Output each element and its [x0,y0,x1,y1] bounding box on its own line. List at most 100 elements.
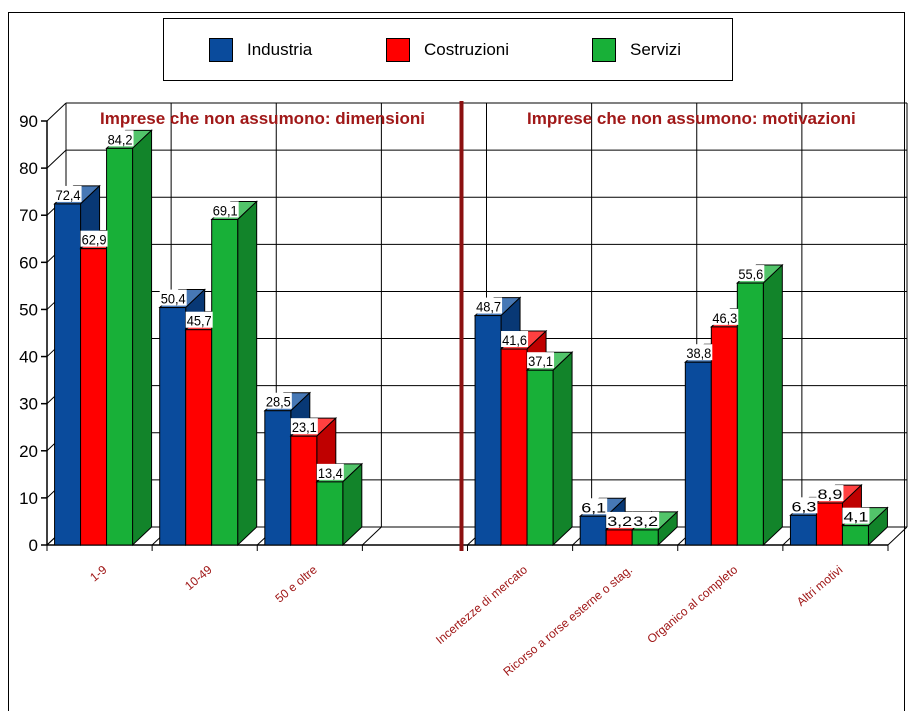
legend-swatch-industria [209,38,233,62]
data-label-servizi-6: 3,2 [632,511,660,529]
y-tick-label: 40 [19,348,38,367]
data-label-servizi-8: 4,1 [842,507,870,525]
data-label-costruzioni-5: 41,6 [501,331,529,348]
data-label-servizi-5: 37,1 [527,352,555,369]
data-label-industria-8: 6,3 [790,497,818,514]
data-label-text: 84,2 [108,131,133,147]
legend-swatch-costruzioni [386,38,410,62]
bar-front-face [789,514,817,546]
data-label-text: 72,4 [56,187,81,203]
bar-front-face [605,529,633,546]
bar-front-face [474,315,502,546]
data-label-box [711,308,739,325]
data-label-box [185,311,213,328]
data-label-box [842,507,870,524]
section-title-motivations: Imprese che non assumono: motivazioni [527,109,856,128]
data-label-text: 23,1 [292,419,317,435]
data-label-box [54,185,82,202]
data-label-text: 69,1 [213,202,238,218]
y-tick-label: 10 [19,489,38,508]
chart-frame [8,12,905,711]
data-label-box [264,392,292,409]
data-label-text: 37,1 [528,353,553,369]
data-label-text: 8,9 [817,486,842,502]
data-label-box [790,497,818,514]
bar-front-face [841,525,869,546]
legend-item-servizi: Servizi [592,37,681,63]
bar-front-face [815,502,843,546]
data-label-box [211,201,239,218]
data-label-costruzioni-7: 46,3 [711,308,739,326]
bar-front-face [264,410,292,546]
floor-depth-line [887,526,908,546]
gridline-depth [46,149,67,169]
data-label-text: 28,5 [266,394,291,410]
bar-front-face [185,329,213,546]
y-tick-label: 30 [19,395,38,414]
category-label: Incertezze di mercato [433,562,530,647]
bar-servizi-1 [105,129,153,547]
data-label-text: 45,7 [187,313,212,329]
bar-front-face [316,481,344,546]
data-label-text: 38,8 [686,345,711,361]
bar-servizi-3 [315,462,364,547]
data-label-text: 3,2 [607,513,632,529]
data-label-text: 6,1 [581,499,606,515]
data-label-servizi-2: 69,1 [211,201,239,218]
section-title-dimensions: Imprese che non assumono: dimensioni [100,109,425,128]
data-label-costruzioni-3: 23,1 [290,418,318,435]
data-label-servizi-3: 13,4 [316,463,344,481]
data-label-box [737,265,765,282]
y-tick-label: 70 [19,206,38,225]
gridline-depth [46,102,67,122]
category-label: 10-49 [182,562,215,593]
data-label-costruzioni-8: 8,9 [816,485,844,502]
data-label-text: 13,4 [318,465,343,481]
bars [53,129,889,547]
data-label-industria-2: 50,4 [159,289,187,307]
legend-label-servizi: Servizi [630,40,682,59]
data-label-box [527,352,555,369]
legend: Industria Costruzioni Servizi [163,18,733,81]
bar-front-face [631,529,659,546]
bar-side-face [132,129,153,547]
data-label-industria-5: 48,7 [475,297,503,315]
y-tick-label: 60 [19,253,38,272]
data-label-text: 46,3 [712,310,737,326]
bar-front-face [710,326,738,546]
data-label-box [316,463,344,480]
data-label-box [580,498,608,515]
data-label-box [685,344,713,361]
bar-front-face [526,369,554,546]
data-label-box [159,289,187,306]
legend-label-industria: Industria [247,40,313,59]
data-label-industria-7: 38,8 [685,344,713,361]
y-tick-label: 90 [19,112,38,131]
bar-front-face [290,435,318,546]
legend-swatch-servizi [592,38,616,62]
y-tick-label: 50 [19,300,38,319]
bar-side-face [762,263,783,547]
legend-item-industria: Industria [209,37,312,63]
data-label-industria-3: 28,5 [264,392,292,410]
y-tick-label: 0 [29,536,38,555]
data-label-industria-1: 72,4 [54,185,82,203]
data-label-text: 50,4 [161,291,186,307]
bar-servizi-7 [736,263,784,547]
data-label-box [475,297,503,314]
data-label-box [632,511,660,528]
data-label-box [80,230,108,247]
bar-servizi-2 [210,200,258,547]
category-label: Organico al completo [644,562,740,646]
category-label: Altri motivi [794,563,845,609]
data-label-servizi-7: 55,6 [737,265,765,282]
data-label-box [501,331,529,348]
y-tick-label: 80 [19,159,38,178]
data-label-text: 55,6 [738,266,763,282]
bar-front-face [106,147,134,546]
legend-item-costruzioni: Costruzioni [386,37,509,63]
data-label-box [106,130,134,147]
legend-label-costruzioni: Costruzioni [424,40,510,59]
bar-side-face [552,351,573,547]
